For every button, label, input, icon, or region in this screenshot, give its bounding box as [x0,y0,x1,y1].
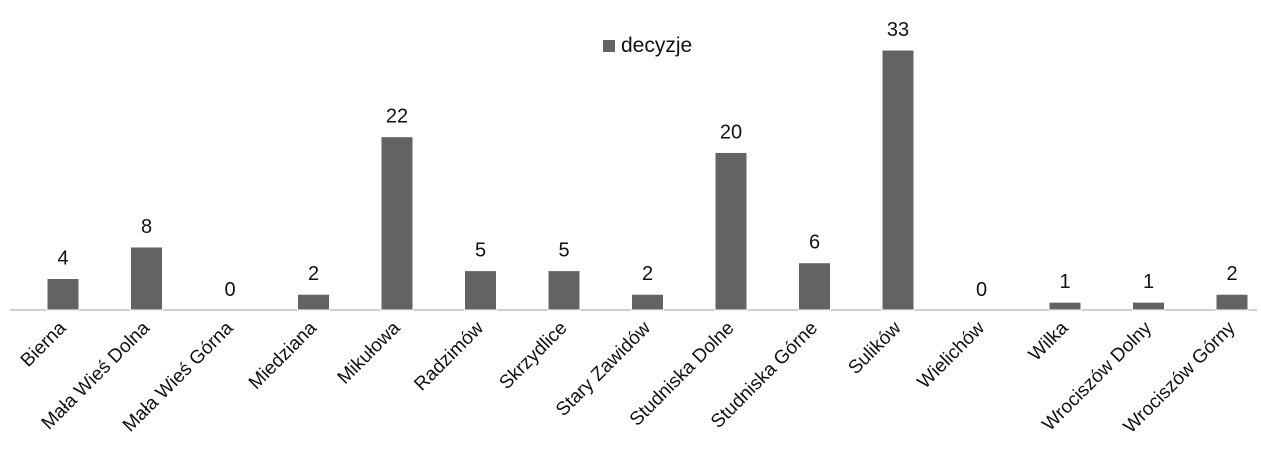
category-label: Bierna [17,317,71,371]
category-label: Wilka [1025,317,1073,365]
category-label: Skrzydlice [495,318,571,394]
data-label: 1 [1143,271,1154,293]
bar [464,270,497,311]
bar [46,277,80,311]
data-label: 20 [720,121,742,143]
legend-label: decyzje [621,34,693,57]
legend-swatch [603,40,615,52]
bars-group [46,49,1249,311]
bar [631,293,664,311]
data-label: 1 [1059,271,1070,293]
data-label: 6 [809,232,820,254]
data-label: 8 [141,216,152,238]
category-label: Sulików [844,317,905,378]
bar [798,262,831,311]
category-label: Miedziana [245,317,321,393]
bar [297,293,330,311]
category-label: Wielichów [914,317,990,393]
bar [1215,293,1249,311]
bar [380,136,414,311]
data-label: 2 [642,263,653,285]
bar [547,270,581,311]
data-label: 0 [976,279,987,301]
data-label: 2 [308,263,319,285]
data-label: 4 [57,247,68,269]
data-label: 22 [386,106,408,128]
bar [130,246,163,311]
data-label: 5 [475,240,486,262]
data-label: 5 [558,240,569,262]
category-label: Mikułowa [334,317,405,388]
category-label: Radzimów [410,317,488,395]
bar [881,49,915,311]
data-label: 2 [1226,263,1237,285]
data-label: 0 [224,279,235,301]
bar [1048,301,1082,311]
data-label: 33 [887,19,909,41]
legend: decyzje [603,34,692,58]
bar [714,151,748,311]
bar [1132,301,1165,311]
